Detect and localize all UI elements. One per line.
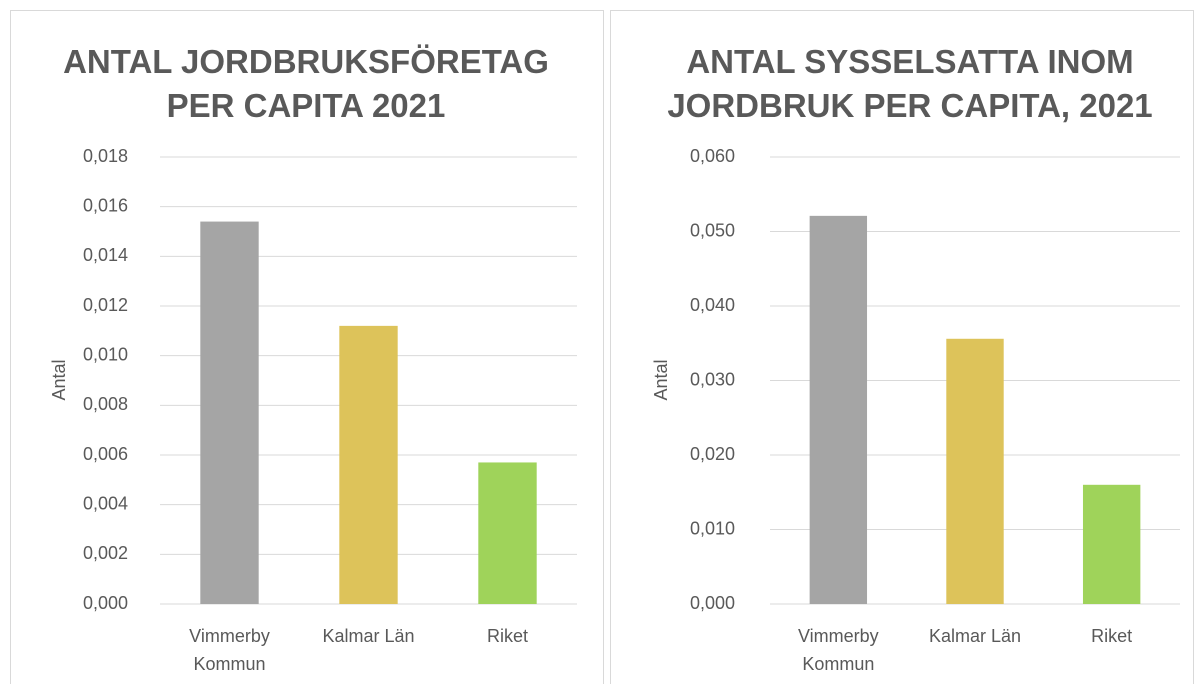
y-tick-label: 0,050 <box>690 220 735 240</box>
y-tick-label: 0,016 <box>83 195 128 215</box>
x-tick-label: Kalmar Län <box>322 626 415 646</box>
y-tick-label: 0,010 <box>690 518 735 538</box>
y-tick-label: 0,014 <box>83 245 128 265</box>
bar <box>478 462 537 604</box>
x-tick-label: Vimmerby Kommun <box>797 626 879 674</box>
y-tick-label: 0,010 <box>83 344 128 364</box>
bar <box>339 325 398 604</box>
y-tick-label: 0,004 <box>83 493 128 513</box>
y-axis-label: Antal <box>651 359 671 400</box>
bar <box>946 338 1004 604</box>
y-tick-label: 0,002 <box>83 543 128 563</box>
bar <box>809 215 868 605</box>
chart-title: ANTAL JORDBRUKSFÖRETAG PER CAPITA 2021 <box>63 43 549 124</box>
x-tick-label: Riket <box>1091 626 1133 646</box>
chart-panel <box>10 10 604 684</box>
y-tick-label: 0,060 <box>690 146 735 166</box>
x-tick-label: Kalmar Län <box>928 626 1022 646</box>
y-tick-label: 0,020 <box>690 444 735 464</box>
y-tick-label: 0,000 <box>83 593 128 613</box>
y-tick-label: 0,030 <box>690 369 735 389</box>
x-tick-label: Vimmerby Kommun <box>189 626 270 674</box>
y-axis-label: Antal <box>49 359 69 400</box>
chart-title: ANTAL SYSSELSATTA INOM JORDBRUK PER CAPI… <box>667 43 1153 124</box>
y-tick-label: 0,018 <box>83 146 128 166</box>
y-tick-label: 0,012 <box>83 295 128 315</box>
x-tick-label: Riket <box>486 626 528 646</box>
y-tick-label: 0,006 <box>83 444 128 464</box>
y-tick-label: 0,000 <box>690 593 735 613</box>
y-tick-label: 0,008 <box>83 394 128 414</box>
bar <box>1082 484 1141 604</box>
bar <box>200 221 259 605</box>
y-tick-label: 0,040 <box>690 295 735 315</box>
